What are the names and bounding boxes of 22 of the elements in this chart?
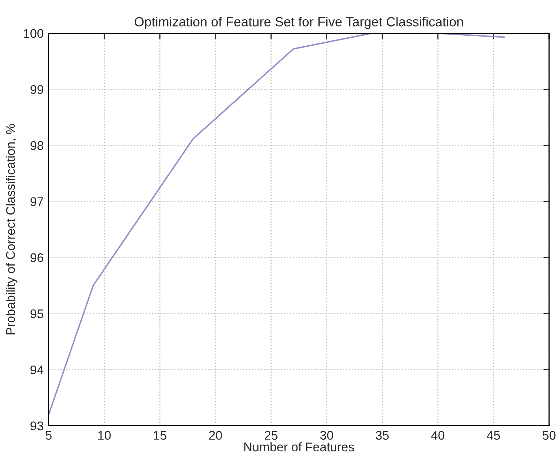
x-tick-label: 40 bbox=[431, 431, 445, 440]
x-tick-label: 25 bbox=[265, 431, 278, 440]
x-tick-label: 30 bbox=[320, 431, 334, 440]
x-tick-label: 45 bbox=[487, 431, 500, 440]
x-tick-label: 10 bbox=[98, 431, 111, 440]
chart-title: Optimization of Feature Set for Five Target Classification bbox=[134, 17, 464, 30]
y-axis-title: Probability of Correct Classification, % bbox=[6, 124, 18, 335]
y-tick-label: 96 bbox=[30, 254, 44, 262]
x-tick-label: 35 bbox=[376, 431, 389, 440]
x-tick-label: 20 bbox=[209, 431, 222, 440]
y-tick-label: 99 bbox=[30, 85, 44, 94]
y-tick-label: 97 bbox=[30, 198, 44, 206]
y-tick-label: 98 bbox=[30, 141, 44, 150]
y-tick-label: 100 bbox=[24, 29, 44, 38]
y-tick-label: 95 bbox=[30, 310, 44, 318]
x-axis-title: Number of Features bbox=[244, 442, 354, 452]
x-tick-label: 5 bbox=[46, 431, 52, 440]
y-tick-label: 94 bbox=[30, 366, 44, 375]
y-tick-label: 93 bbox=[30, 422, 44, 431]
x-tick-label: 15 bbox=[154, 431, 167, 440]
x-tick-label: 50 bbox=[542, 431, 556, 440]
line-series bbox=[48, 34, 506, 416]
